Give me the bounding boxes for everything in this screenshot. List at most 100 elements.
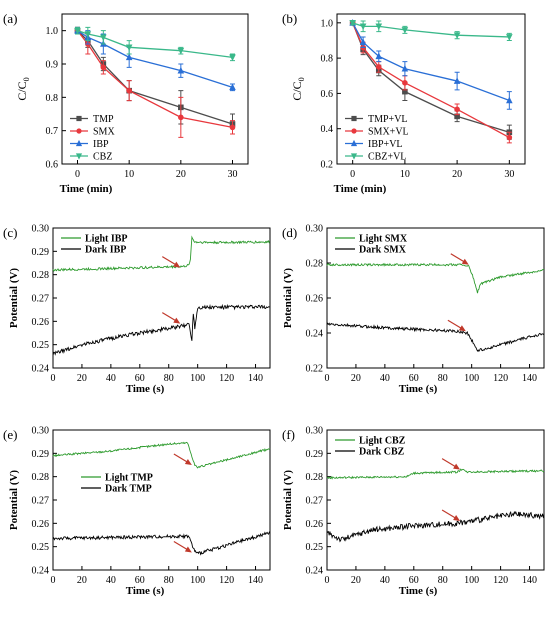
data-point [454,113,460,120]
panel-label: (b) [282,11,297,26]
x-tick-label: 10 [400,169,410,180]
data-point [100,64,107,71]
x-tick-label: 80 [438,373,448,384]
y-tick-label: 0.24 [306,566,324,577]
x-tick-label: 0 [325,373,330,384]
annotation-arrow [447,319,466,332]
x-tick-label: 20 [77,575,87,586]
y-tick-label: 0.9 [46,60,59,71]
y-axis-title-main: C/C [290,81,304,100]
series-cbz [74,26,236,62]
x-tick-label: 120 [219,575,234,586]
y-tick-label: 0.27 [32,496,50,507]
data-point [506,34,513,41]
legend-entry: CBZ+VL [345,152,406,163]
x-tick-label: 30 [228,169,238,180]
y-axis-title: Potential (V) [282,268,294,329]
legend-label: TMP+VL [368,114,408,125]
legend-marker [76,128,82,134]
y-tick-label: 0.24 [32,364,50,375]
panel-label: (f) [282,427,295,442]
legend-label: Light CBZ [359,436,406,447]
legend-marker [75,153,83,160]
legend-label: Dark SMX [359,245,407,256]
legend-entry: Light TMP [81,473,153,484]
y-axis-title: C/C0 [290,77,306,100]
y-tick-label: 0.28 [32,472,50,483]
x-tick-label: 40 [380,373,390,384]
data-point [359,23,367,31]
x-tick-label: 120 [493,373,508,384]
legend-marker [351,128,357,134]
data-point [401,64,409,72]
legend-label: Dark CBZ [359,447,405,458]
data-point [506,134,513,141]
y-tick-label: 0.26 [306,294,324,305]
x-tick-label: 100 [190,575,205,586]
data-point [100,34,107,42]
legend-entry: CBZ [70,152,112,163]
y-tick-label: 0.26 [32,519,50,530]
x-tick-label: 140 [522,373,537,384]
x-axis-title: Time (s) [399,383,438,395]
y-tick-label: 0.29 [32,449,50,460]
legend-entry: Dark CBZ [335,447,405,458]
y-tick-label: 0.27 [306,496,324,507]
series-cbz-vl [349,20,513,41]
y-axis-title-main: C/C [15,81,29,100]
trace-light-cbz [326,468,545,480]
legend-label: Dark IBP [85,245,126,256]
plot-frame [52,429,271,571]
data-point [125,44,133,52]
legend-marker [75,139,83,147]
data-point [453,32,461,39]
y-tick-label: 0.25 [306,542,324,553]
panel-label: (d) [282,225,297,240]
x-tick-label: 140 [248,575,263,586]
annotation-arrow [441,509,461,521]
y-tick-label: 0.26 [306,519,324,530]
legend-label: CBZ [93,152,112,163]
legend-label: CBZ+VL [368,152,406,163]
legend-label: TMP [93,114,114,125]
annotation-arrow [161,312,181,324]
data-point [177,47,185,55]
plot-frame [61,13,249,165]
x-tick-label: 120 [219,373,234,384]
x-tick-label: 20 [351,373,361,384]
y-tick-label: 0.24 [306,329,324,340]
data-point [375,64,382,70]
y-axis-title: Potential (V) [8,470,20,531]
annotation-arrow [450,253,469,265]
series-line [352,22,510,38]
x-tick-label: 60 [135,575,145,586]
legend-entry: SMX [70,127,115,138]
legend-entry: Light IBP [61,234,128,245]
y-axis-title: C/C0 [15,77,31,100]
plot-frame [336,13,526,165]
panel-e: (e) 0 20 40 60 80 100 120 140 0.24 0.25 0.26 0.27 0.2… [3,426,271,597]
x-tick-label: 10 [124,169,134,180]
legend-label: Dark TMP [105,484,152,495]
trace-light-tmp [52,441,271,469]
x-axis-title: Time (s) [126,585,165,597]
panel-label: (e) [3,427,17,442]
data-point [178,114,184,121]
data-point [126,87,132,94]
y-tick-label: 0.30 [306,426,324,437]
y-tick-label: 0.30 [32,224,50,235]
y-tick-label: 0.8 [46,93,59,104]
annotation-arrow [441,458,461,470]
series-line [352,22,510,102]
x-axis-title: Time (s) [399,585,438,597]
data-point [402,88,408,95]
series-line [77,30,233,125]
annotation-arrow [173,540,192,553]
data-point [349,20,356,27]
x-tick-label: 0 [51,373,56,384]
legend-entry: SMX+VL [345,127,409,138]
data-point [375,52,383,60]
y-tick-label: 0.29 [32,247,50,258]
x-tick-label: 20 [77,373,87,384]
